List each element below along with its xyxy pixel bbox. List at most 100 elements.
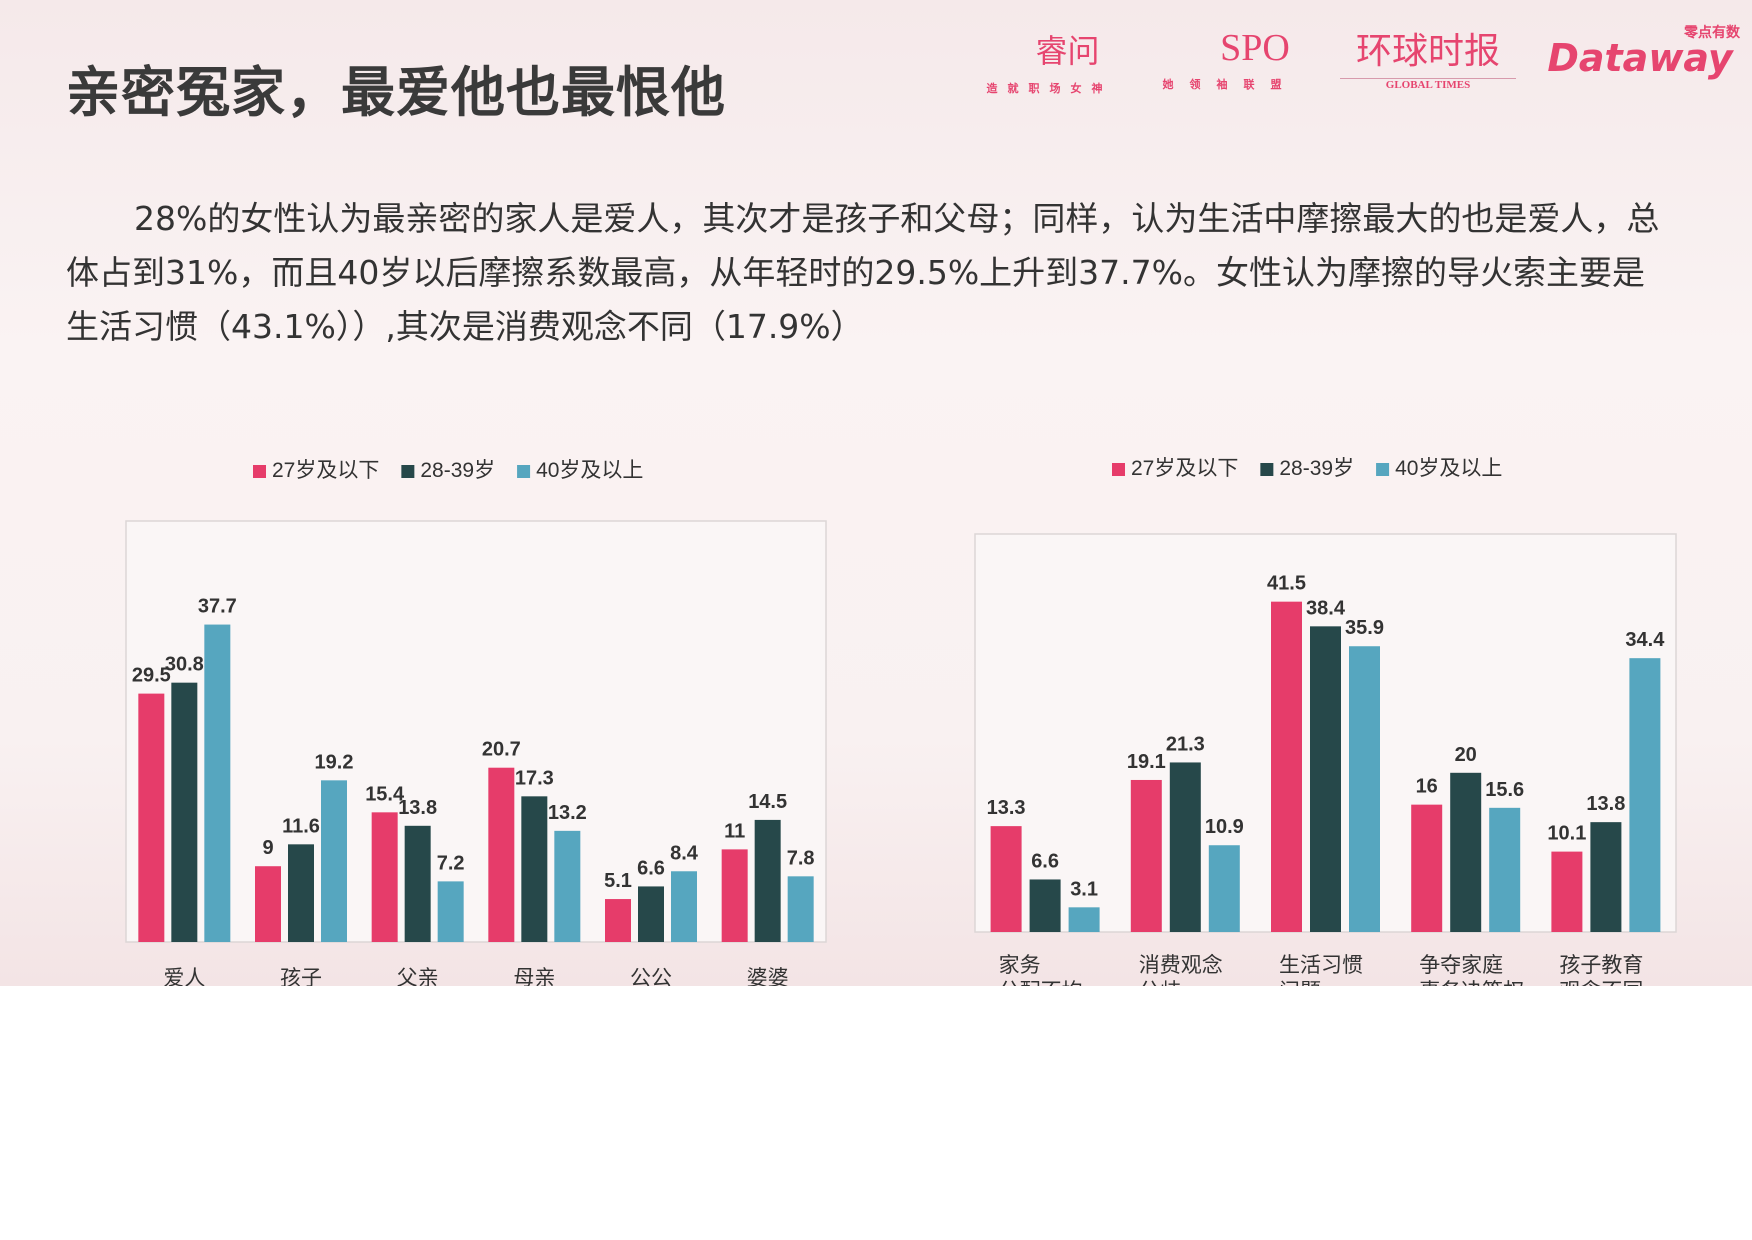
plot-area <box>125 520 827 943</box>
data-label: 11.6 <box>282 815 320 837</box>
bar <box>1208 845 1240 932</box>
data-label: 8.4 <box>670 842 699 864</box>
legend-label: 40岁及以上 <box>536 459 643 482</box>
data-label: 11 <box>724 820 745 842</box>
logo-global-times-name: 环球时报 <box>1355 31 1500 72</box>
bar <box>255 866 281 942</box>
legend-label: 27岁及以下 <box>1131 457 1238 480</box>
data-label: 34.4 <box>1625 629 1665 651</box>
bar <box>1349 646 1380 932</box>
bar <box>1029 879 1061 932</box>
bar <box>321 780 347 942</box>
bar <box>1271 601 1302 932</box>
data-label: 13.8 <box>398 797 437 819</box>
data-label: 16 <box>1416 776 1438 798</box>
chart-closest-family: 27岁及以下 28-39岁 40岁及以上 29.530.8 37.7 爱人 9 11.6 19.… <box>125 457 1677 986</box>
data-label: 30.8 <box>165 654 204 676</box>
logo-dataway: 零点有数 Dataway <box>1540 22 1740 80</box>
data-label: 17.3 <box>515 767 554 789</box>
legend-swatch <box>1376 463 1390 476</box>
logo-spo-name: SPO <box>1220 27 1290 69</box>
data-label: 15.4 <box>365 783 405 805</box>
bar <box>787 876 814 942</box>
category-label: 事务决策权 <box>1419 980 1524 986</box>
category-label: 母亲 <box>513 967 555 986</box>
bar <box>638 886 664 942</box>
data-label: 21.3 <box>1166 733 1205 755</box>
bar <box>138 693 165 942</box>
bar <box>437 881 464 942</box>
data-label: 19.2 <box>315 751 354 773</box>
bar <box>1310 626 1341 932</box>
data-label: 7.2 <box>437 852 465 874</box>
bar <box>721 849 748 942</box>
category-label: 观念不同 <box>1559 980 1643 986</box>
data-label: 9 <box>262 837 273 859</box>
data-label: 15.6 <box>1485 779 1524 801</box>
legend-swatch <box>1112 463 1125 476</box>
data-label: 13.2 <box>548 802 587 824</box>
legend-swatch <box>1260 463 1274 476</box>
legend-label: 40岁及以上 <box>1395 457 1502 480</box>
bar <box>1130 779 1162 932</box>
bar <box>754 819 781 942</box>
category-label: 公公 <box>630 967 672 986</box>
bar <box>554 830 581 942</box>
category-label: 争夺家庭 <box>1419 954 1503 977</box>
category-label: 婆婆 <box>747 967 789 986</box>
data-label: 10.9 <box>1205 816 1244 838</box>
category-label: 消费观念 <box>1139 954 1223 977</box>
bar <box>404 825 431 942</box>
logo-global-times: 环球时报 GLOBAL TIMES <box>1340 22 1516 91</box>
slide: 亲密冤家，最爱他也最恨他 28%的女性认为最亲密的家人是爱人，其次才是孩子和父母… <box>0 0 1752 986</box>
data-label: 3.1 <box>1070 878 1098 900</box>
legend-swatch <box>401 465 415 478</box>
category-label: 家务 <box>999 954 1041 977</box>
data-label: 7.8 <box>787 847 815 869</box>
data-label: 13.8 <box>1586 793 1625 815</box>
category-label: 爱人 <box>163 967 205 986</box>
bar <box>990 826 1022 932</box>
data-label: 19.1 <box>1127 751 1166 773</box>
data-label: 6.6 <box>637 857 665 879</box>
data-label: 5.1 <box>604 870 632 892</box>
logo-dataway-name: Dataway <box>1547 36 1733 80</box>
bar <box>1169 762 1201 932</box>
category-label: 孩子 <box>280 967 322 986</box>
logo-spo-tagline: 她领袖联盟 <box>1162 78 1298 91</box>
bar <box>521 796 548 942</box>
logo-ruiwen: 睿问 造就职场女神 <box>982 12 1117 96</box>
bar <box>288 844 314 942</box>
data-label: 10.1 <box>1547 823 1586 845</box>
bar <box>1411 804 1443 932</box>
bar <box>1629 658 1661 932</box>
chart-friction-causes: 27岁及以下 28-39岁 40岁及以上 13.3 6.6 3.1 家务分配不均 19.121… <box>974 457 1677 986</box>
page-title: 亲密冤家，最爱他也最恨他 <box>66 61 726 124</box>
data-label: 20 <box>1455 744 1477 766</box>
bar <box>171 682 198 942</box>
category-label: 父亲 <box>397 967 439 986</box>
legend-swatch <box>253 465 266 478</box>
data-label: 14.5 <box>748 791 787 813</box>
bar <box>488 767 515 942</box>
logo-spo: SPO 她领袖联盟 <box>1152 12 1308 92</box>
legend-label: 27岁及以下 <box>272 459 379 482</box>
bar <box>1590 822 1622 932</box>
bar <box>371 812 398 942</box>
chart-closest-family: 27岁及以下 28-39岁 40岁及以上 29.530.8 37.7 爱人 9 11.6 19.… <box>125 459 827 986</box>
bar <box>605 899 631 942</box>
category-label: 分歧 <box>1139 980 1181 986</box>
bar <box>1068 907 1100 932</box>
bar <box>204 624 231 942</box>
data-label: 35.9 <box>1345 617 1384 639</box>
logo-dataway-tagline: 零点有数 <box>1684 25 1740 41</box>
legend-label: 28-39岁 <box>420 459 495 482</box>
logo-ruiwen-name: 睿问 <box>1035 32 1100 70</box>
data-label: 41.5 <box>1267 573 1306 595</box>
data-label: 13.3 <box>987 797 1026 819</box>
logo-ruiwen-tagline: 造就职场女神 <box>986 82 1113 95</box>
category-label: 孩子教育 <box>1559 954 1643 977</box>
legend-swatch <box>517 465 531 478</box>
legend-label: 28-39岁 <box>1279 457 1354 480</box>
category-label: 生活习惯 <box>1279 954 1363 977</box>
